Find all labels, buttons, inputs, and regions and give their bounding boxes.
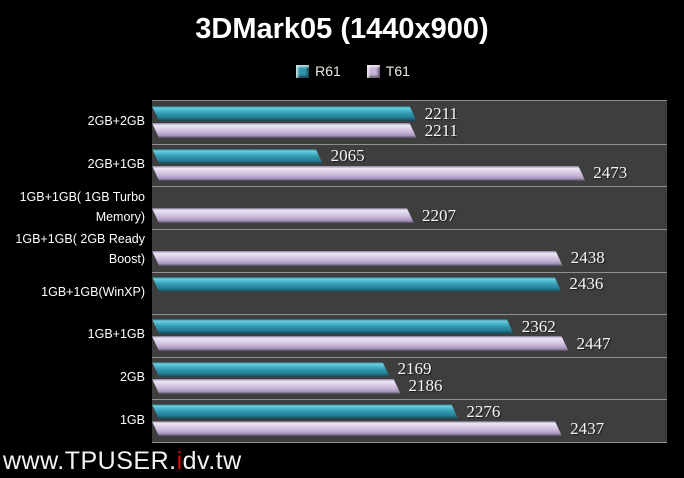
legend-swatch-icon (296, 64, 310, 78)
value-label: 2438 (570, 248, 605, 268)
bar-row-r61: 2065 (152, 146, 365, 166)
value-label: 2211 (424, 103, 458, 123)
bar-r61 (152, 277, 561, 292)
watermark-suffix: dv.tw (182, 447, 242, 475)
category-separator-line (152, 272, 667, 273)
category-separator-line (152, 399, 667, 400)
bar-r61 (152, 149, 323, 164)
watermark-prefix: www.TPUSER. (3, 447, 177, 475)
legend-swatch-icon (366, 64, 380, 78)
bar-t61 (152, 336, 569, 351)
value-label: 2186 (408, 376, 443, 396)
bar-row-t61: 2438 (152, 248, 605, 268)
legend-item-r61: R61 (296, 63, 341, 79)
bar-t61 (152, 166, 585, 181)
value-label: 2207 (422, 205, 456, 225)
bar-row-t61: 2437 (152, 418, 605, 438)
category-separator-line (152, 357, 667, 358)
chart-title: 3DMark05 (1440x900) (195, 13, 489, 45)
category-separator-line (152, 314, 667, 315)
category-label: 1GB+1GB (87, 327, 145, 342)
category-label: 2GB+2GB (87, 114, 145, 129)
value-label: 2211 (424, 120, 458, 140)
bar-row-t61: 2473 (152, 163, 628, 183)
bar-r61 (152, 404, 458, 419)
bar-row-r61: 2436 (152, 274, 604, 293)
bar-t61 (152, 251, 563, 266)
legend-label: R61 (315, 63, 341, 79)
legend-label: T61 (385, 63, 410, 79)
category-separator-line (152, 186, 667, 187)
bar-row-t61: 2211 (152, 120, 458, 140)
bar-row-t61: 2447 (152, 333, 611, 353)
legend-item-t61: T61 (366, 63, 410, 79)
bar-r61 (152, 362, 390, 377)
legend: R61 T61 (11, 62, 684, 80)
plot-area: 2211 2211 2065 2473 2207 2438 2436 2362 2447 2169… (152, 100, 667, 443)
category-label: 2GB+1GB (87, 156, 145, 171)
bar-t61 (152, 123, 417, 138)
value-label: 2065 (330, 146, 365, 166)
bar-t61 (152, 208, 414, 223)
bar-r61 (152, 106, 417, 121)
value-label: 2473 (593, 163, 628, 183)
category-label: 1GB+1GB( 1GB Turbo Memory) (19, 189, 145, 224)
value-label: 2436 (569, 274, 604, 293)
bar-row-r61: 2211 (152, 103, 458, 123)
category-separator-line (152, 229, 667, 230)
bar-row-r61: 2276 (152, 401, 501, 421)
bar-row-r61: 2362 (152, 316, 556, 336)
bar-r61 (152, 319, 514, 334)
value-label: 2169 (397, 359, 432, 379)
category-label: 1GB+1GB(WinXP) (41, 284, 145, 299)
watermark-highlight: i (176, 447, 183, 475)
value-label: 2437 (570, 418, 605, 438)
value-label: 2447 (576, 333, 611, 353)
value-label: 2276 (466, 401, 501, 421)
bar-row-r61: 2169 (152, 359, 432, 379)
category-separator-line (152, 144, 667, 145)
watermark: www.TPUSER.idv.tw (3, 447, 242, 476)
bar-t61 (152, 379, 401, 394)
category-label: 2GB (119, 370, 145, 385)
bar-t61 (152, 421, 562, 436)
bar-row-t61: 2207 (152, 205, 456, 225)
category-label: 1GB+1GB( 2GB Ready Boost) (15, 232, 145, 267)
value-label: 2362 (521, 316, 556, 336)
bar-row-t61: 2186 (152, 376, 443, 396)
category-label: 1GB (119, 412, 145, 427)
